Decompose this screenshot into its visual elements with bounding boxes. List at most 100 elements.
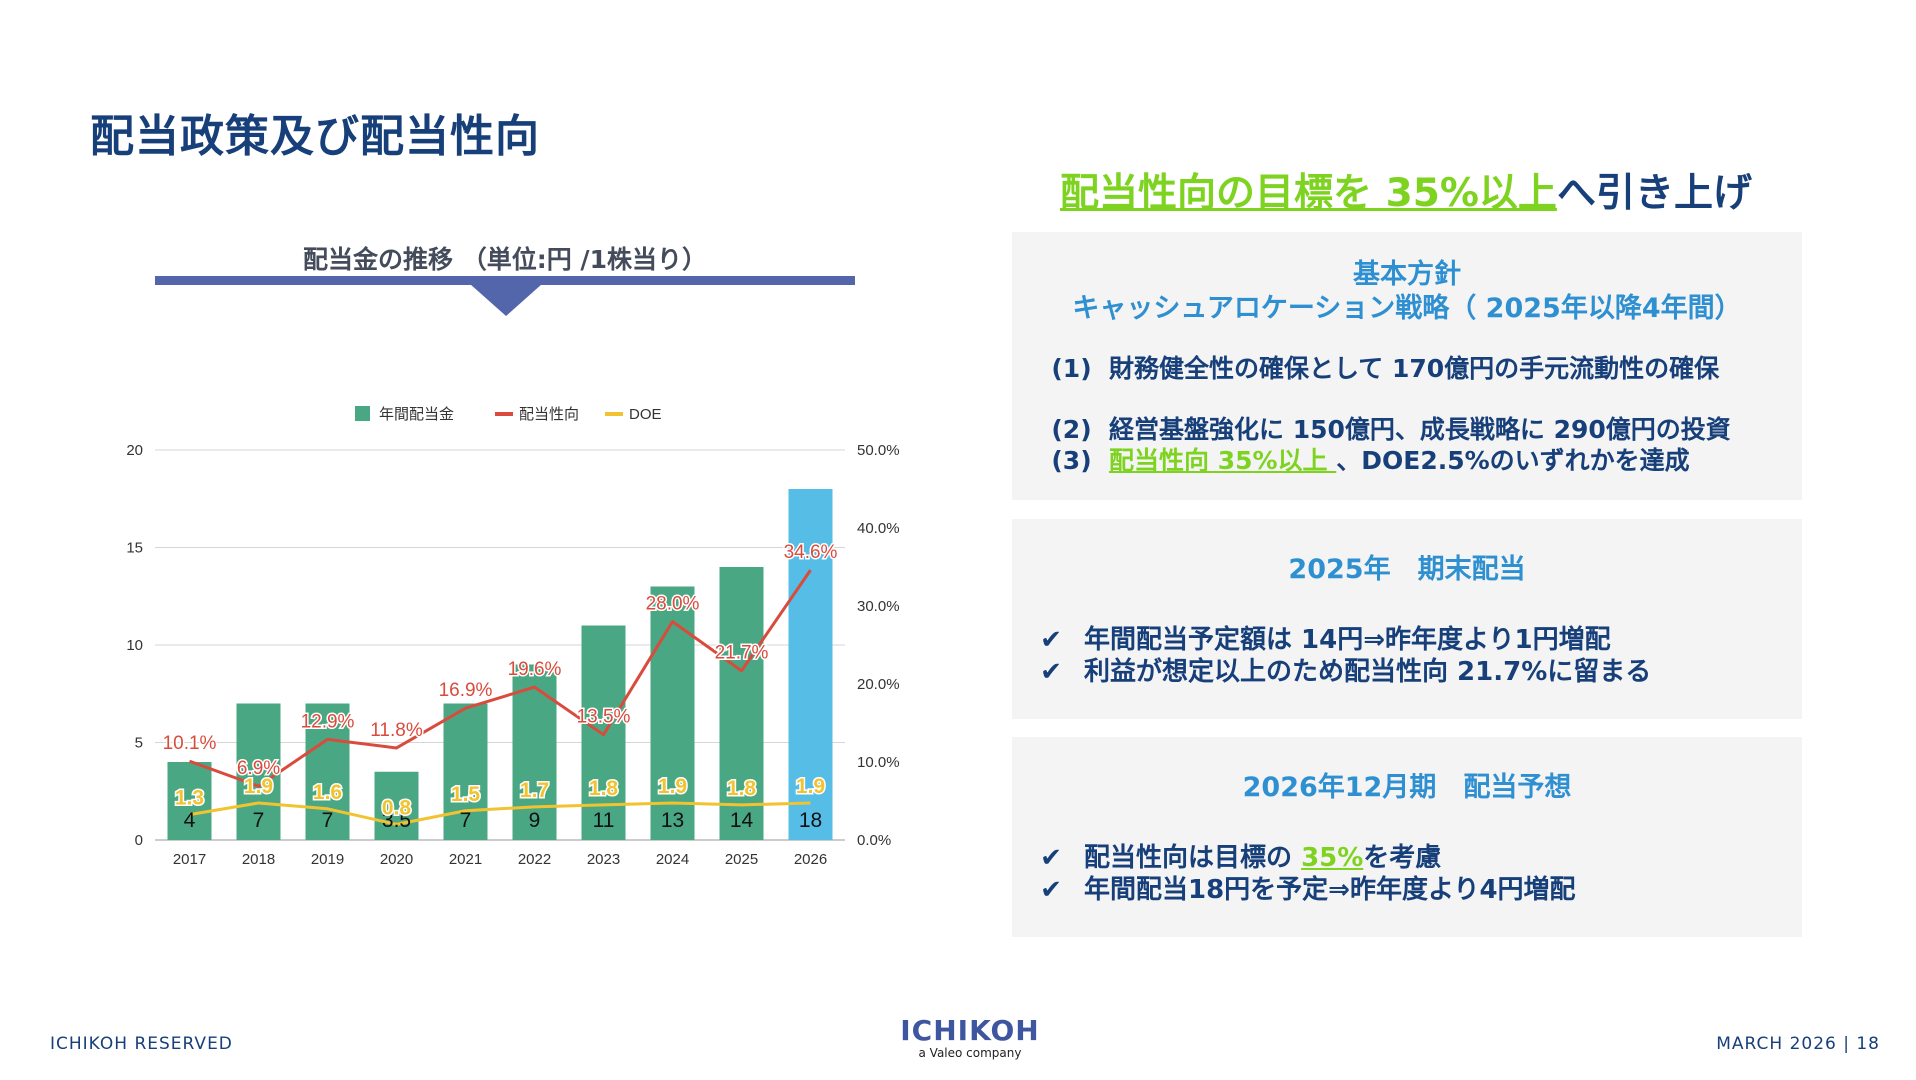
x-tick-label: 2026 (794, 851, 827, 868)
policy-item-text: 経営基盤強化に 150億円、成長戦略に 290億円の投資 (1109, 415, 1731, 444)
policy-subheading: キャッシュアロケーション戦略（ 2025年以降4年間） (1072, 293, 1742, 324)
policy-item: (3) 配当性向 35%以上 、DOE2.5%のいずれかを達成 (1034, 446, 1794, 476)
legend-label: DOE (629, 406, 662, 423)
fy2025-item: ✔ 年間配当予定額は 14円⇒昨年度より1円増配 (1018, 619, 1611, 656)
doe-value-label: 1.9 (658, 775, 687, 798)
payout-ratio-line (188, 569, 812, 788)
policy-heading: 基本方針 (1353, 259, 1461, 290)
x-tick-label: 2022 (518, 851, 551, 868)
bar (305, 703, 350, 840)
bar-value-label: 14 (730, 809, 754, 832)
bar-value-label: 9 (529, 809, 541, 832)
doe-value-label: 1.8 (589, 777, 619, 800)
y-right-tick-label: 30.0% (857, 598, 900, 615)
footer-copyright: ICHIKOH RESERVED (50, 1034, 233, 1054)
doe-line (189, 801, 811, 826)
payout-ratio-label: 10.1% (163, 733, 217, 754)
doe-value-label: 1.5 (451, 783, 481, 806)
fy2026-item: ✔ 配当性向は目標の 35%を考慮 (1018, 837, 1441, 874)
x-tick-label: 2019 (311, 851, 344, 868)
footer-date-page: MARCH 2026 | 18 (1716, 1034, 1880, 1054)
policy-item-highlight: 配当性向 35%以上 (1109, 446, 1337, 475)
bar (512, 664, 557, 840)
policy-box: 基本方針 キャッシュアロケーション戦略（ 2025年以降4年間） (1) 財務健全… (1012, 232, 1802, 500)
fy2026-item-highlight: 35% (1301, 843, 1364, 873)
bar (374, 771, 419, 840)
fy2025-item-text: 利益が想定以上のため配当性向 21.7%に留まる (1084, 657, 1652, 687)
fy2026-box: 2026年12月期 配当予想 ✔ 配当性向は目標の 35%を考慮 ✔ 年間配当18円… (1012, 737, 1802, 937)
fy2026-heading: 2026年12月期 配当予想 (1242, 772, 1572, 803)
bar (719, 567, 764, 840)
policy-item-text: 、DOE2.5%のいずれかを達成 (1336, 446, 1690, 475)
payout-ratio-label: 34.6% (784, 542, 838, 563)
policy-item: (1) 財務健全性の確保として 170億円の手元流動性の確保 (1034, 354, 1794, 384)
doe-value-label: 1.7 (520, 779, 549, 802)
chart-caption: 配当金の推移 （単位:円 /1株当り） (303, 245, 707, 274)
doe-value-label: 1.8 (727, 777, 757, 800)
caption-bar (155, 276, 855, 285)
y-right-tick-label: 40.0% (857, 520, 900, 537)
payout-ratio-label: 19.6% (508, 659, 562, 680)
payout-ratio-label: 16.9% (439, 680, 493, 701)
fy2025-heading: 2025年 期末配当 (1288, 554, 1526, 585)
headline-rest: へ引き上げ (1556, 171, 1752, 216)
headline-highlight: 配当性向の目標を 35%以上 (1060, 171, 1557, 216)
y-left-tick-label: 5 (135, 735, 143, 752)
headline: 配当性向の目標を 35%以上へ引き上げ (1060, 162, 1820, 218)
bar-value-label: 3.5 (382, 809, 411, 832)
dividend-chart: 0 5 10 15 20 0.0% 10.0% 20.0% 30.0% 40.0% 50.0% 年間配… (126, 406, 900, 868)
payout-ratio-label: 12.9% (301, 711, 355, 732)
logo-sub-text: a Valeo company (918, 1046, 1022, 1060)
company-logo: ICHIKOH a Valeo company (900, 1014, 1040, 1061)
caption-arrow-icon (470, 284, 542, 316)
payout-ratio-label: 11.8% (370, 720, 423, 741)
fy2025-box: 2025年 期末配当 ✔ 年間配当予定額は 14円⇒昨年度より1円増配 ✔ 利益が想… (1012, 519, 1802, 719)
payout-ratio-label: 21.7% (715, 643, 769, 664)
bar (236, 703, 281, 840)
y-left-tick-label: 20 (126, 442, 143, 459)
policy-item-number: (2) (1051, 415, 1092, 444)
x-tick-label: 2024 (656, 851, 689, 868)
bar (650, 586, 695, 840)
fy2026-item-text: 配当性向は目標の (1084, 843, 1302, 873)
doe-value-label: 1.9 (244, 775, 273, 798)
legend-swatch (355, 406, 370, 421)
check-icon: ✔ (1040, 875, 1062, 905)
fy2025-item: ✔ 利益が想定以上のため配当性向 21.7%に留まる (1018, 651, 1651, 688)
x-tick-label: 2021 (449, 851, 482, 868)
x-tick-label: 2023 (587, 851, 620, 868)
logo-main-text: ICHIKOH (900, 1014, 1040, 1047)
doe-value-label: 1.6 (313, 781, 342, 804)
policy-item: (2) 経営基盤強化に 150億円、成長戦略に 290億円の投資 (1034, 415, 1794, 445)
bar-value-label: 11 (593, 809, 615, 832)
doe-value-label: 1.9 (796, 775, 825, 798)
payout-ratio-label: 28.0% (646, 594, 700, 615)
bar-value-label: 7 (460, 809, 472, 832)
fy2026-item: ✔ 年間配当18円を予定⇒昨年度より4円増配 (1018, 869, 1576, 906)
bar-value-label: 7 (253, 809, 265, 832)
y-left-tick-label: 0 (135, 832, 143, 849)
policy-item-text: 財務健全性の確保として 170億円の手元流動性の確保 (1109, 354, 1720, 383)
x-tick-label: 2025 (725, 851, 758, 868)
y-right-tick-label: 50.0% (857, 442, 900, 459)
bar-value-label: 18 (799, 809, 822, 832)
y-left-tick-label: 10 (126, 637, 143, 654)
legend-label: 年間配当金 (379, 406, 454, 423)
doe-value-label: 1.3 (175, 787, 204, 810)
bar-value-label: 7 (322, 809, 334, 832)
check-icon: ✔ (1040, 657, 1062, 687)
fy2026-item-text: 年間配当18円を予定⇒昨年度より4円増配 (1084, 875, 1576, 905)
check-icon: ✔ (1040, 843, 1062, 873)
payout-ratio-label: 6.9% (237, 758, 280, 779)
policy-item-number: (1) (1051, 354, 1092, 383)
y-right-tick-label: 10.0% (857, 754, 900, 771)
y-right-tick-label: 0.0% (857, 832, 891, 849)
bar (443, 703, 488, 840)
fy2025-item-text: 年間配当予定額は 14円⇒昨年度より1円増配 (1084, 625, 1611, 655)
doe-value-label: 0.8 (382, 796, 412, 819)
x-tick-label: 2017 (173, 851, 206, 868)
x-tick-label: 2018 (242, 851, 275, 868)
x-tick-label: 2020 (380, 851, 413, 868)
legend-label: 配当性向 (519, 406, 579, 423)
y-left-tick-label: 15 (126, 540, 143, 557)
